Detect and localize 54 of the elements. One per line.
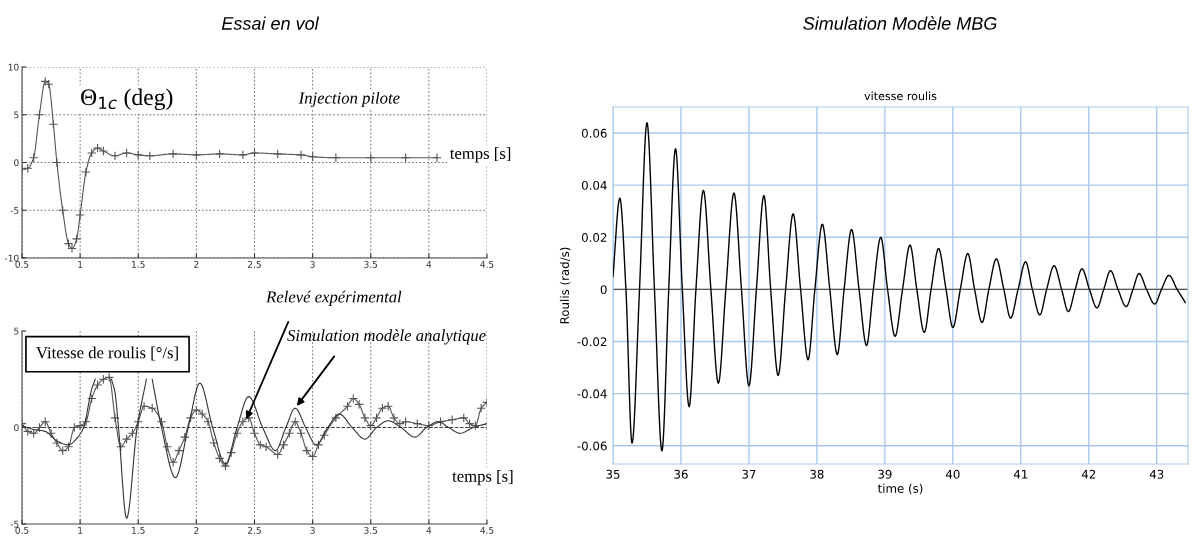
- y-tick-label: 10: [8, 63, 19, 71]
- x-tick-label: 37: [742, 469, 756, 479]
- x-tick-label: 4.5: [480, 261, 494, 268]
- y-tick-label: -5: [10, 207, 19, 214]
- x-tick-label: 3: [310, 260, 315, 268]
- x-tick-label: 36: [674, 469, 688, 479]
- y-tick-label: -0.02: [577, 337, 607, 347]
- x-tick-label: 1.5: [132, 261, 145, 268]
- annotation: Vitesse de roulis [°/s]: [36, 346, 178, 361]
- x-tick-label: 0.5: [15, 260, 29, 268]
- x-tick-label: 2.5: [247, 260, 261, 268]
- x-tick-label: 2: [194, 260, 199, 268]
- y-tick-label: -10: [4, 254, 19, 262]
- x-tick-label: 1.5: [132, 527, 145, 534]
- annotation: Relevé expérimental: [266, 290, 402, 306]
- x-tick-label: 0.5: [15, 526, 29, 534]
- y-tick-label: 0.06: [581, 128, 607, 138]
- y-tick-label: -0.04: [577, 389, 607, 399]
- x-tick-label: 4: [426, 527, 432, 534]
- x-tick-label: 39: [878, 469, 892, 479]
- x-tick-label: 42: [1081, 469, 1096, 479]
- y-tick-label: 0: [14, 159, 19, 167]
- x-tick-label: 2: [194, 526, 199, 534]
- y-tick-label: 0: [600, 285, 607, 295]
- x-tick-label: 3.5: [364, 526, 378, 534]
- y-tick-label: 5: [14, 327, 19, 335]
- x-tick-label: 1: [78, 527, 83, 534]
- y-tick-label: -5: [10, 520, 19, 528]
- annotation: Simulation modèle analytique: [287, 329, 486, 345]
- chart-title: Simulation Modèle MBG: [803, 16, 997, 30]
- x-tick-label: 43: [1149, 469, 1164, 479]
- x-tick-label: 3.5: [364, 260, 378, 268]
- chart-title: Essai en vol: [221, 16, 320, 30]
- x-tick-label: 4: [426, 261, 432, 268]
- x-tick-label: 3: [310, 526, 315, 534]
- y-tick-label: 5: [14, 111, 19, 119]
- annotation: Θ$_{1c}$ (deg): [81, 88, 173, 111]
- x-tick-label: 35: [606, 469, 620, 479]
- y-tick-label: -0.06: [577, 441, 607, 451]
- x-tick-label: 4.5: [480, 527, 494, 534]
- annotation: Injection pilote: [298, 91, 400, 108]
- x-tick-label: 38: [810, 469, 824, 479]
- x-tick-label: 1: [78, 261, 83, 268]
- x-axis-title: time (s): [877, 483, 923, 495]
- annotation: temps [s]: [452, 470, 513, 486]
- y-axis-title: Roulis (rad/s): [559, 247, 571, 324]
- annotation: temps [s]: [449, 147, 511, 163]
- x-tick-label: 2.5: [247, 526, 261, 534]
- y-tick-label: 0: [14, 424, 19, 432]
- x-tick-label: 40: [945, 469, 960, 479]
- chart-subtitle: vitesse roulis: [864, 91, 937, 101]
- y-tick-label: 0.04: [581, 180, 607, 190]
- y-tick-label: 0.02: [581, 233, 607, 242]
- x-tick-label: 41: [1013, 469, 1028, 479]
